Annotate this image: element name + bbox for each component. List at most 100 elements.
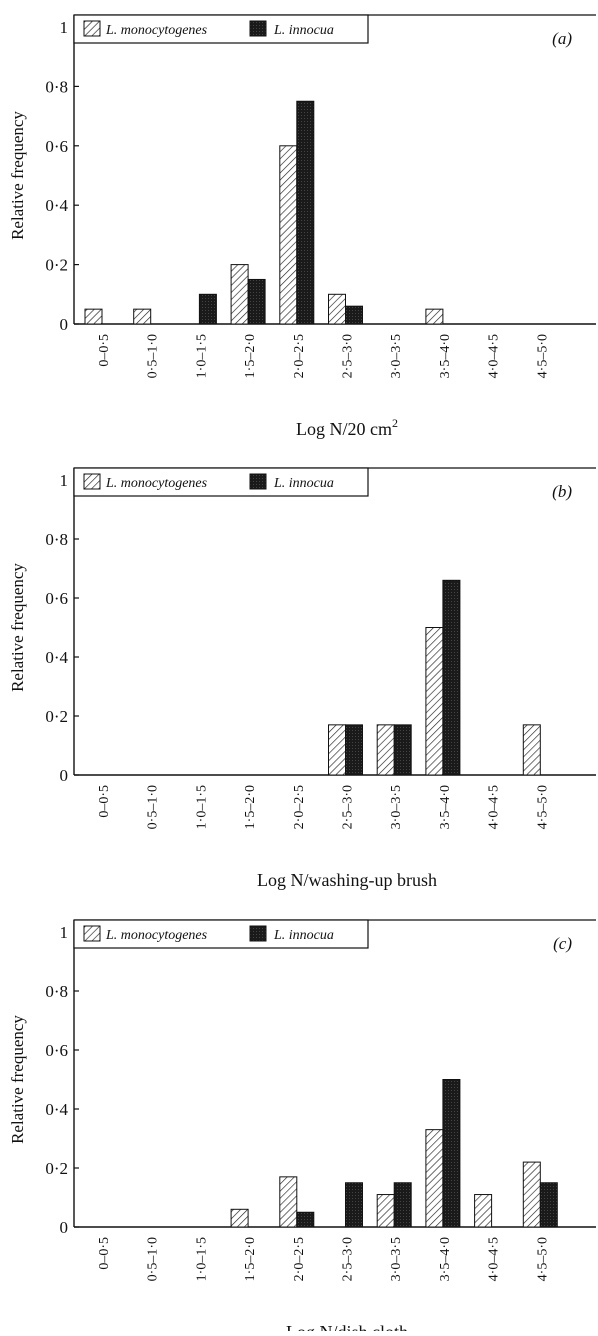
x-tick-label: 2·5–3·0 xyxy=(341,785,356,829)
legend-swatch-innocua xyxy=(249,473,267,490)
bar-innocua xyxy=(198,293,217,325)
bar-innocua xyxy=(345,1182,363,1228)
x-tick-label: 1·5–2·0 xyxy=(243,334,258,378)
x-tick-label: 1·0–1·5 xyxy=(194,334,209,378)
bar-monocytogenes xyxy=(474,1194,493,1228)
y-tick-label: 0·2 xyxy=(45,256,68,275)
y-axis-label: Relative frequency xyxy=(8,1015,27,1144)
bar-monocytogenes xyxy=(425,627,444,776)
legend-swatch-monocytogenes xyxy=(83,925,101,942)
y-tick-label: 0·8 xyxy=(45,982,68,1001)
legend-label-innocua: L. innocua xyxy=(273,476,334,491)
legend-swatch-monocytogenes xyxy=(83,473,101,490)
x-tick-label: 0–0·5 xyxy=(97,334,112,367)
x-tick-label: 4·5–5·0 xyxy=(535,334,550,378)
y-axis-label: Relative frequency xyxy=(8,563,27,692)
bar-monocytogenes xyxy=(230,264,249,325)
y-tick-label: 0·6 xyxy=(45,1041,68,1060)
x-axis-label: Log N/washing-up brush xyxy=(257,870,437,890)
bar-innocua xyxy=(345,724,363,776)
bar-monocytogenes xyxy=(425,1129,444,1228)
x-tick-label: 3·0–3·5 xyxy=(389,1237,404,1281)
panel-label: (b) xyxy=(552,482,572,501)
y-axis-label: Relative frequency xyxy=(8,111,27,240)
y-tick-label: 0·8 xyxy=(45,77,68,96)
y-tick-label: 0·8 xyxy=(45,530,68,549)
y-tick-label: 0 xyxy=(60,766,69,785)
x-tick-label: 1·5–2·0 xyxy=(243,785,258,829)
bar-innocua xyxy=(296,1211,315,1228)
legend-label-monocytogenes: L. monocytogenes xyxy=(105,23,208,38)
legend-label-innocua: L. innocua xyxy=(273,928,334,943)
bar-monocytogenes xyxy=(522,724,541,776)
bar-monocytogenes xyxy=(230,1208,249,1228)
bar-innocua xyxy=(345,305,363,325)
y-tick-label: 0·6 xyxy=(45,589,68,608)
x-axis-label-superscript: 2 xyxy=(392,416,398,430)
bar-monocytogenes xyxy=(522,1161,541,1228)
bar-monocytogenes xyxy=(425,308,444,325)
x-tick-label: 2·5–3·0 xyxy=(341,334,356,378)
x-tick-label: 3·0–3·5 xyxy=(389,334,404,378)
x-tick-label: 3·5–4·0 xyxy=(438,1237,453,1281)
chart-panel-3: 0 0·2 0·4 0·6 0·8 1 Relative frequency 0–0·5 0·5… xyxy=(8,919,596,1336)
x-tick-label: 0·5–1·0 xyxy=(146,334,161,378)
x-tick-label: 0·5–1·0 xyxy=(146,785,161,829)
y-tick-label: 0·4 xyxy=(45,1100,68,1119)
legend-box xyxy=(73,14,369,44)
bar-monocytogenes xyxy=(376,724,395,776)
bar-innocua xyxy=(393,1182,412,1228)
x-axis-label: Log N/20 cm2 xyxy=(296,416,398,439)
chart-panel-1: 0 0·2 0·4 0·6 0·8 1 Relative frequency 0–0·5 0·5… xyxy=(8,14,596,439)
y-tick-label: 0·4 xyxy=(45,648,68,667)
chart-panel-2: 0 0·2 0·4 0·6 0·8 1 Relative frequency 0–0·5 0·5… xyxy=(8,467,596,890)
x-tick-label: 4·0–4·5 xyxy=(487,1237,502,1281)
bar-monocytogenes xyxy=(84,308,103,325)
x-tick-label: 1·0–1·5 xyxy=(194,1237,209,1281)
x-tick-label: 2·5–3·0 xyxy=(341,1237,356,1281)
bar-innocua xyxy=(296,100,315,325)
x-tick-label: 3·5–4·0 xyxy=(438,785,453,829)
x-tick-label: 0–0·5 xyxy=(97,1237,112,1270)
x-tick-label: 4·5–5·0 xyxy=(535,785,550,829)
legend-box xyxy=(73,467,369,497)
bar-innocua xyxy=(247,278,266,325)
x-axis-label: Log N/dish cloth xyxy=(286,1322,408,1331)
bar-monocytogenes xyxy=(133,308,152,325)
bar-monocytogenes xyxy=(279,1176,298,1228)
legend-swatch-innocua xyxy=(249,20,267,37)
y-tick-label: 0·2 xyxy=(45,1159,68,1178)
x-tick-label: 3·5–4·0 xyxy=(438,334,453,378)
bar-monocytogenes xyxy=(376,1194,395,1228)
legend-label-monocytogenes: L. monocytogenes xyxy=(105,476,208,491)
legend-swatch-innocua xyxy=(249,925,267,942)
x-tick-label: 0·5–1·0 xyxy=(146,1237,161,1281)
x-tick-label: 2·0–2·5 xyxy=(292,334,307,378)
y-tick-label: 1 xyxy=(60,471,69,490)
y-tick-label: 1 xyxy=(60,923,69,942)
bar-innocua xyxy=(393,724,412,776)
x-tick-label: 4·5–5·0 xyxy=(535,1237,550,1281)
y-tick-label: 0 xyxy=(60,315,69,334)
bar-innocua xyxy=(539,1182,558,1228)
x-tick-label: 1·5–2·0 xyxy=(243,1237,258,1281)
bar-monocytogenes xyxy=(279,145,298,325)
x-tick-label: 3·0–3·5 xyxy=(389,785,404,829)
legend-label-monocytogenes: L. monocytogenes xyxy=(105,928,208,943)
bar-monocytogenes xyxy=(328,293,346,325)
panel-label: (a) xyxy=(552,29,572,48)
y-tick-label: 0 xyxy=(60,1218,69,1237)
y-tick-label: 1 xyxy=(60,18,69,37)
legend-box xyxy=(73,919,369,949)
x-tick-label: 1·0–1·5 xyxy=(194,785,209,829)
bar-innocua xyxy=(442,1079,461,1228)
panel-label: (c) xyxy=(553,934,572,953)
bar-monocytogenes xyxy=(328,724,346,776)
y-tick-label: 0·6 xyxy=(45,137,68,156)
legend-swatch-monocytogenes xyxy=(83,20,101,37)
x-tick-label: 2·0–2·5 xyxy=(292,1237,307,1281)
y-tick-label: 0·2 xyxy=(45,707,68,726)
x-tick-label: 0–0·5 xyxy=(97,785,112,818)
